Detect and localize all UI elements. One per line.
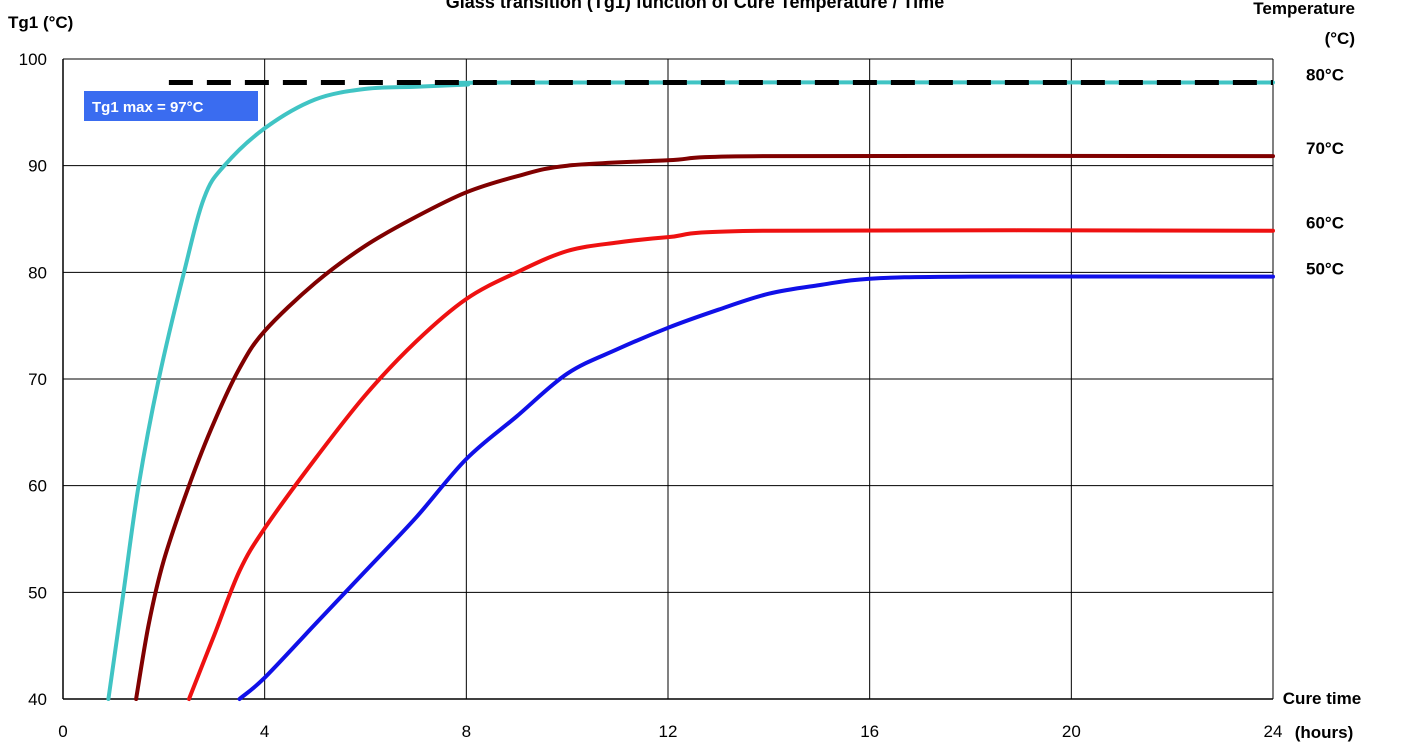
series-line-50c (237, 274, 1275, 701)
y-tick-label: 50 (28, 583, 47, 602)
chart-title: Glass transition (Tg1) function of Cure … (446, 0, 944, 12)
y-tick-label: 60 (28, 477, 47, 496)
series-line-60c (187, 228, 1275, 701)
x-tick-label: 0 (58, 722, 67, 741)
x-axis-title-line2: (hours) (1295, 723, 1354, 742)
gridlines (62, 58, 1274, 700)
annotation-box: Tg1 max = 97°C (84, 91, 258, 121)
legend-title-line2: (°C) (1325, 29, 1355, 48)
y-tick-label: 90 (28, 157, 47, 176)
x-tick-label: 24 (1264, 722, 1283, 741)
series-line-70c (134, 153, 1275, 701)
series-label-80c: 80°C (1306, 65, 1344, 84)
x-tick-label: 20 (1062, 722, 1081, 741)
tick-labels: 40 50 60 70 80 90 100 0 4 8 12 16 20 24 (19, 50, 1283, 741)
x-tick-label: 16 (860, 722, 879, 741)
x-tick-label: 12 (659, 722, 678, 741)
annotation-background (84, 91, 258, 121)
legend-title-line1: Temperature (1253, 0, 1355, 18)
y-axis-title: Tg1 (°C) (8, 13, 73, 32)
series-line-80c (106, 80, 1275, 701)
series-label-60c: 60°C (1306, 214, 1344, 233)
x-axis-title-line1: Cure time (1283, 689, 1361, 708)
y-tick-label: 80 (28, 263, 47, 282)
y-tick-label: 40 (28, 690, 47, 709)
series-labels: 80°C 70°C 60°C 50°C (1306, 65, 1344, 278)
series-label-50c: 50°C (1306, 260, 1344, 279)
y-tick-label: 100 (19, 50, 47, 69)
series-label-70c: 70°C (1306, 139, 1344, 158)
y-tick-label: 70 (28, 370, 47, 389)
x-tick-label: 4 (260, 722, 269, 741)
x-tick-label: 8 (462, 722, 471, 741)
series-lines (106, 80, 1275, 701)
annotation-text: Tg1 max = 97°C (92, 99, 204, 116)
